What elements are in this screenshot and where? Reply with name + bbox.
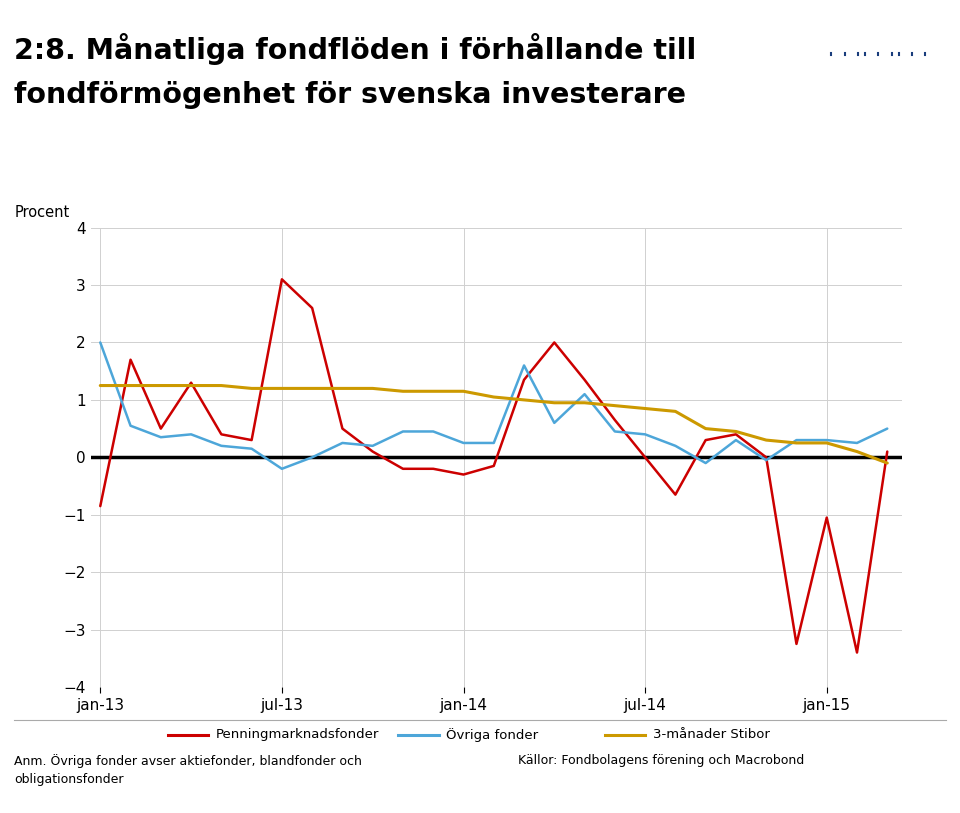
Text: SVERIGES: SVERIGES	[850, 103, 907, 114]
Polygon shape	[828, 39, 862, 55]
Text: fondförmögenhet för svenska investerare: fondförmögenhet för svenska investerare	[14, 81, 686, 109]
Text: Procent: Procent	[14, 205, 70, 220]
Text: Källor: Fondbolagens förening och Macrobond: Källor: Fondbolagens förening och Macrob…	[518, 754, 804, 767]
Text: RIKSBANK: RIKSBANK	[849, 113, 908, 123]
Polygon shape	[861, 39, 896, 55]
Text: Penningmarknadsfonder: Penningmarknadsfonder	[216, 728, 379, 741]
Text: Övriga fonder: Övriga fonder	[446, 728, 539, 742]
Text: 3-månader Stibor: 3-månader Stibor	[653, 728, 770, 741]
Text: Anm. Övriga fonder avser aktiefonder, blandfonder och
obligationsfonder: Anm. Övriga fonder avser aktiefonder, bl…	[14, 754, 362, 786]
Polygon shape	[895, 39, 929, 55]
Text: 2:8. Månatliga fondflöden i förhållande till: 2:8. Månatliga fondflöden i förhållande …	[14, 33, 697, 64]
